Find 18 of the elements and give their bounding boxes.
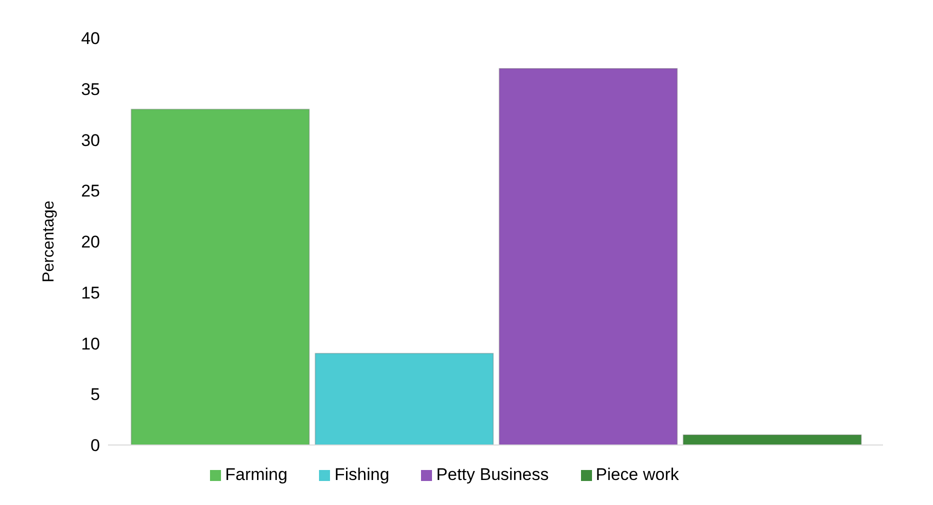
- bar: [314, 352, 494, 445]
- bar: [130, 108, 310, 445]
- y-axis-title: Percentage: [40, 200, 58, 282]
- y-tick-label: 15: [81, 283, 100, 302]
- legend-label: Fishing: [334, 465, 390, 484]
- legend-label: Piece work: [596, 465, 679, 484]
- legend-label: Farming: [225, 465, 288, 484]
- y-tick-label: 40: [81, 29, 100, 48]
- bar: [498, 68, 678, 445]
- y-tick-label: 0: [90, 436, 100, 456]
- y-tick-label: 5: [90, 385, 100, 404]
- y-tick-label: 20: [81, 232, 100, 252]
- bar: [682, 434, 862, 445]
- y-tick-label: 35: [81, 80, 100, 99]
- y-tick-label: 30: [81, 130, 100, 150]
- y-tick-label: 25: [81, 182, 100, 201]
- y-tick-label: 10: [81, 334, 100, 354]
- legend-label: Petty Business: [436, 465, 549, 484]
